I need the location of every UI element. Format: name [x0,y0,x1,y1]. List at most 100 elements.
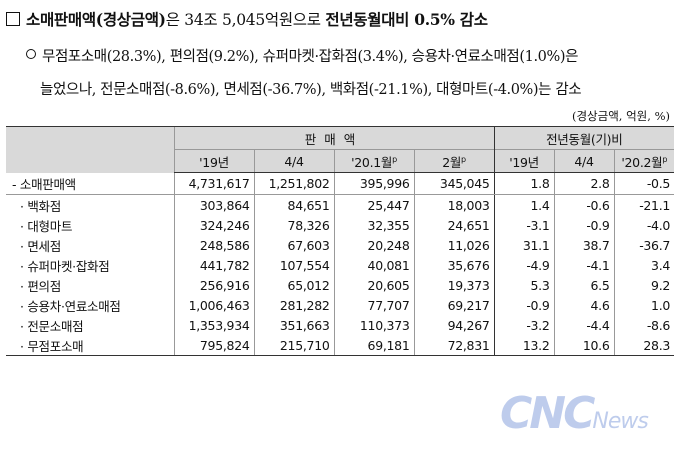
row-value: 28.3 [613,335,675,356]
header-col-yoy-2019: '19년 [493,149,555,173]
row-value: 1.4 [493,194,555,215]
header-col-q4: 4/4 [253,149,334,173]
row-value: -4.4 [553,315,615,335]
row-label: - 소매판매액 [6,172,174,195]
row-value: -0.5 [613,172,675,195]
row-value: 38.7 [553,235,615,255]
table-row: · 슈퍼마켓·잡화점 441,782 107,554 40,081 35,676 -4.9… [6,255,675,275]
row-value: -8.6 [613,315,675,335]
row-value: 10.6 [553,335,615,356]
row-value: 25,447 [333,194,414,215]
row-value: 69,217 [413,295,495,315]
header-sales-group: 판매액 [173,126,495,150]
row-value: 19,373 [413,275,495,295]
row-value: 72,831 [413,335,495,356]
row-value: 2.8 [553,172,615,195]
row-value: 31.1 [493,235,555,255]
row-value: 78,326 [253,215,334,235]
row-value: -4.0 [613,215,675,235]
row-value: 18,003 [413,194,495,215]
cnc-news-watermark: CNCNews [500,388,649,439]
row-value: -3.2 [493,315,555,335]
row-value: 40,081 [333,255,414,275]
table-row: · 편의점 256,916 65,012 20,605 19,373 5.3 6.5 9.2 [6,275,675,295]
row-value: 77,707 [333,295,414,315]
row-value: 94,267 [413,315,495,335]
table-row: · 백화점 303,864 84,651 25,447 18,003 1.4 -0.6 -21… [6,194,675,215]
row-label: · 승용차·연료소매점 [20,298,121,314]
detail-line-2-text: 늘었으나, 전문소매점(-8.6%), 면세점(-36.7%), 백화점(-21… [40,82,582,98]
row-value: 4.6 [553,295,615,315]
row-value: 24,651 [413,215,495,235]
table-body: - 소매판매액 4,731,617 1,251,802 395,996 345,045 1… [6,172,675,356]
header-yoy-group: 전년동월(기)비 [493,126,675,150]
row-value: -36.7 [613,235,675,255]
row-value: 248,586 [173,235,254,255]
checkbox-square-icon [6,12,20,26]
header-col-feb: 2월p [413,149,495,173]
row-value: 4,731,617 [173,172,254,195]
header-corner [6,126,174,173]
row-value: 215,710 [253,335,334,356]
row-value: 13.2 [493,335,555,356]
row-value: 20,248 [333,235,414,255]
row-label: · 백화점 [20,198,61,214]
table-row: - 소매판매액 4,731,617 1,251,802 395,996 345,045 1… [6,172,675,195]
row-value: 67,603 [253,235,334,255]
row-value: -0.6 [553,194,615,215]
row-value: 65,012 [253,275,334,295]
row-value: 351,663 [253,315,334,335]
row-value: 1.8 [493,172,555,195]
detail-line-2: 늘었으나, 전문소매점(-8.6%), 면세점(-36.7%), 백화점(-21… [40,78,680,99]
table-header-group-row: 판매액 전년동월(기)비 [6,126,675,173]
row-value: 1,006,463 [173,295,254,315]
row-value: 441,782 [173,255,254,275]
row-value: 795,824 [173,335,254,356]
detail-line-1-text: 무점포소매(28.3%), 편의점(9.2%), 슈퍼마켓·잡화점(3.4%),… [42,49,579,65]
row-value: 110,373 [333,315,414,335]
row-value: 1,353,934 [173,315,254,335]
row-value: 20,605 [333,275,414,295]
row-value: 3.4 [613,255,675,275]
header-col-yoy-2020-feb: '20.2월p [613,149,675,173]
row-label: · 무점포소매 [6,335,174,356]
row-value: 1.0 [613,295,675,315]
header-col-2020-jan: '20.1월p [333,149,414,173]
table-header-column-row: '19년 4/4 '20.1월p 2월p '19년 4/4 '20.2월p [6,149,675,173]
table-row: · 면세점 248,586 67,603 20,248 11,026 31.1 38.7 -3… [6,235,675,255]
row-value: -4.1 [553,255,615,275]
row-value: 9.2 [613,275,675,295]
row-value: 5.3 [493,275,555,295]
row-value: -0.9 [553,215,615,235]
row-value: 6.5 [553,275,615,295]
row-value: 281,282 [253,295,334,315]
row-value: 1,251,802 [253,172,334,195]
row-value: -3.1 [493,215,555,235]
detail-line-1: 무점포소매(28.3%), 편의점(9.2%), 슈퍼마켓·잡화점(3.4%),… [26,45,674,66]
header-col-2019: '19년 [173,149,254,173]
row-value: 84,651 [253,194,334,215]
row-value: 395,996 [333,172,414,195]
row-value: 35,676 [413,255,495,275]
row-value: 324,246 [173,215,254,235]
row-value: 256,916 [173,275,254,295]
row-label: · 슈퍼마켓·잡화점 [20,258,110,274]
unit-note: (경상금액, 억원, %) [571,109,670,123]
retail-sales-table: 판매액 전년동월(기)비 '19년 4/4 '20.1월p 2월p '19년 4… [6,126,675,356]
row-value: 32,355 [333,215,414,235]
headline: 소매판매액(경상금액)은 34조 5,045억원으로 전년동월대비 0.5% 감… [6,8,674,30]
row-value: 303,864 [173,194,254,215]
table-row: · 대형마트 324,246 78,326 32,355 24,651 -3.1 -0.9-… [6,215,675,235]
headline-change: 전년동월대비 0.5% 감소 [325,10,488,29]
headline-subject: 소매판매액(경상금액) [26,10,166,29]
row-value: 69,181 [333,335,414,356]
table-row: · 무점포소매 795,824 215,710 69,181 72,831 13.2 10.… [6,335,675,356]
row-value: 11,026 [413,235,495,255]
row-label: · 전문소매점 [20,318,84,334]
row-value: -4.9 [493,255,555,275]
header-col-yoy-q4: 4/4 [553,149,615,173]
row-value: -0.9 [493,295,555,315]
headline-amount: 은 34조 5,045억원으로 [165,11,326,29]
row-label: · 면세점 [20,238,61,254]
row-label: · 대형마트 [20,218,73,234]
